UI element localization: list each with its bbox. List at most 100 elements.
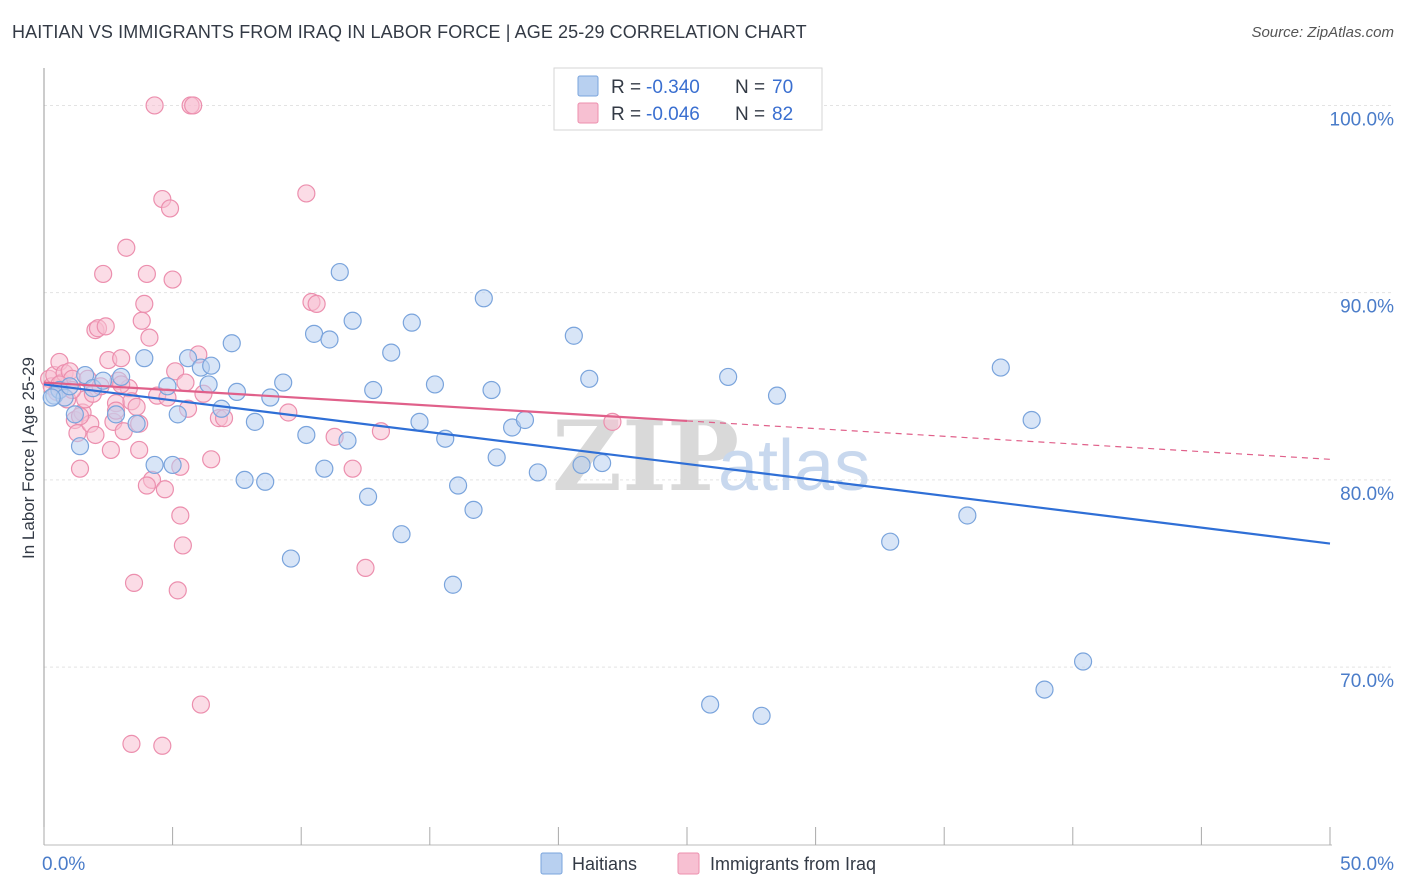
trend-line-haitians [43, 383, 1331, 545]
haitian-point [65, 405, 84, 424]
bottom-legend-haitians: Haitians [572, 854, 637, 874]
legend-r-value-1: -0.340 [646, 77, 700, 98]
iraq-point [137, 264, 156, 284]
iraq-point [155, 480, 174, 499]
iraq-point [171, 506, 190, 525]
iraq-point [153, 736, 172, 755]
iraq-point [140, 328, 159, 347]
iraq-point [96, 317, 115, 336]
haitian-point [443, 575, 463, 594]
haitian-point [991, 358, 1010, 377]
iraq-point [173, 536, 192, 555]
iraq-point [145, 96, 164, 115]
haitian-point [281, 549, 301, 568]
y-axis-title: In Labor Force | Age 25-29 [19, 357, 38, 559]
iraq-point [168, 581, 187, 600]
haitian-point [315, 459, 334, 478]
iraq-point [163, 270, 182, 289]
iraq-point [86, 425, 105, 445]
haitian-point [274, 373, 293, 392]
haitian-point [178, 349, 198, 368]
iraq-point [356, 558, 375, 578]
trend-lines [43, 381, 1331, 545]
haitian-point [580, 369, 599, 388]
legend-n-value-2: 82 [772, 104, 793, 125]
x-tick-label-max: 50.0% [1340, 854, 1394, 875]
haitian-point [338, 431, 357, 450]
gridlines [44, 104, 1394, 668]
iraq-point [166, 362, 185, 381]
x-tick-label-min: 0.0% [42, 854, 85, 875]
haitian-point [487, 448, 506, 467]
haitian-point [572, 455, 591, 475]
haitian-point [958, 506, 977, 525]
haitian-point [528, 463, 547, 482]
haitian-point [112, 367, 131, 387]
top-legend: R = -0.340 N = 70 R = -0.046 N = 82 [553, 67, 823, 131]
x-axis-ticks [43, 827, 1331, 845]
haitian-point [474, 289, 493, 308]
iraq-point [130, 440, 149, 460]
iraq-point [137, 476, 156, 495]
y-tick-label: 90.0% [1340, 297, 1394, 318]
watermark-atlas: atlas [718, 426, 870, 506]
legend-swatch-haitians [577, 75, 599, 97]
iraq-point [70, 459, 90, 478]
haitian-point [482, 380, 501, 400]
haitian-point [382, 343, 401, 362]
haitian-point [145, 455, 164, 475]
legend-r-value-2: -0.046 [646, 104, 700, 125]
iraq-point [122, 734, 141, 753]
haitian-point [320, 330, 339, 349]
iraq-point [297, 184, 316, 203]
haitian-point [767, 386, 787, 405]
chart-title: HAITIAN VS IMMIGRANTS FROM IRAQ IN LABOR… [12, 22, 807, 42]
haitian-point [392, 525, 411, 544]
haitian-point [881, 532, 900, 551]
iraq-point [135, 294, 154, 314]
iraq-point [124, 573, 144, 592]
haitian-point [212, 399, 231, 418]
haitian-point [330, 262, 349, 282]
iraq-point [176, 373, 195, 392]
legend-n-label-1: N = [735, 77, 765, 98]
haitian-point [135, 349, 154, 368]
haitian-point [158, 377, 177, 396]
y-tick-labels: 70.0% 80.0% 90.0% 100.0% [1330, 109, 1395, 692]
haitian-point [261, 388, 280, 407]
trend-line-iraq-extension [686, 420, 1331, 460]
iraq-point [127, 397, 146, 416]
iraq-point [117, 238, 136, 257]
legend-r-label-2: R = [611, 104, 641, 125]
haitian-point [297, 425, 316, 445]
iraq-points [40, 96, 622, 755]
haitian-point [235, 470, 254, 490]
haitian-point [402, 313, 421, 332]
haitian-point [593, 453, 612, 473]
bottom-legend-swatch-haitians [540, 852, 563, 875]
haitian-point [410, 412, 429, 431]
source-label: Source: ZipAtlas.com [1251, 24, 1394, 41]
haitian-point [425, 375, 445, 394]
iraq-point [160, 199, 180, 218]
haitian-point [42, 388, 61, 407]
haitian-point [199, 375, 218, 394]
haitian-point [364, 380, 383, 400]
y-tick-label: 80.0% [1340, 484, 1394, 505]
iraq-point [202, 450, 221, 469]
legend-r-label-1: R = [611, 77, 641, 98]
iraq-point [184, 96, 203, 115]
haitian-point [163, 455, 182, 475]
haitian-point [464, 500, 483, 519]
haitian-point [564, 326, 583, 345]
legend-swatch-iraq [577, 102, 599, 124]
legend-n-value-1: 70 [772, 77, 793, 98]
iraq-point [191, 695, 210, 714]
haitian-point [202, 356, 221, 375]
haitian-point [70, 437, 90, 456]
haitian-point [701, 695, 720, 714]
bottom-legend-swatch-iraq [677, 852, 700, 875]
haitian-point [245, 412, 265, 431]
bottom-legend-iraq: Immigrants from Iraq [710, 854, 876, 874]
